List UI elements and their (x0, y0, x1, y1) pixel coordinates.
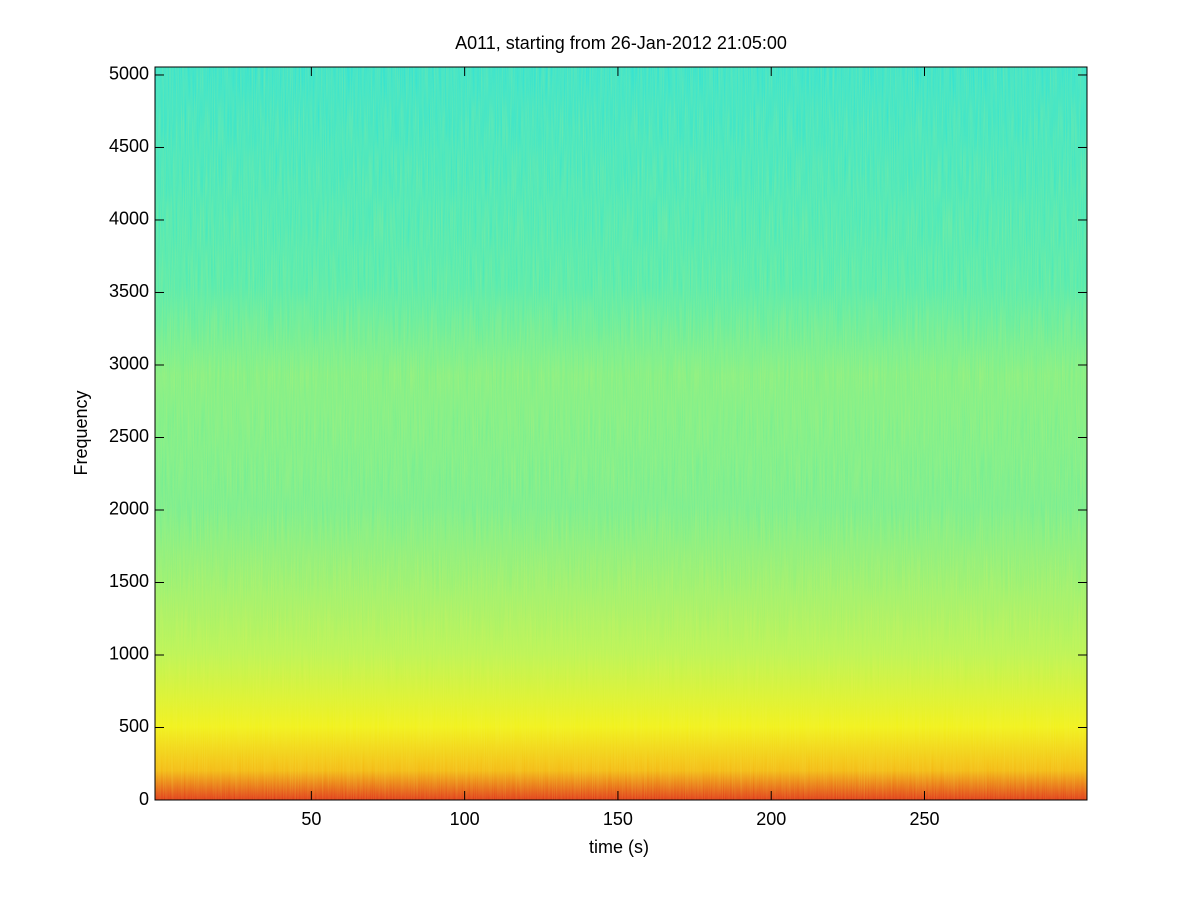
y-tick-label: 3000 (109, 354, 149, 374)
y-tick-label: 0 (139, 789, 149, 809)
x-tick-label: 50 (301, 809, 321, 829)
x-axis-label: time (s) (589, 837, 649, 857)
y-tick-label: 3500 (109, 281, 149, 301)
y-tick-label: 2500 (109, 426, 149, 446)
x-tick-label: 200 (756, 809, 786, 829)
y-tick-label: 1000 (109, 644, 149, 664)
x-tick-label: 100 (450, 809, 480, 829)
axes-box (154, 66, 1088, 801)
y-tick-label: 4000 (109, 209, 149, 229)
chart-title: A011, starting from 26-Jan-2012 21:05:00 (455, 33, 787, 53)
y-tick-label: 500 (119, 716, 149, 736)
y-tick-label: 5000 (109, 64, 149, 84)
y-tick-label: 2000 (109, 499, 149, 519)
spectrogram-texture (155, 67, 1087, 800)
y-tick-label: 1500 (109, 571, 149, 591)
y-tick-label: 4500 (109, 136, 149, 156)
y-axis-label: Frequency (71, 390, 91, 475)
x-tick-label: 150 (603, 809, 633, 829)
x-tick-label: 250 (909, 809, 939, 829)
